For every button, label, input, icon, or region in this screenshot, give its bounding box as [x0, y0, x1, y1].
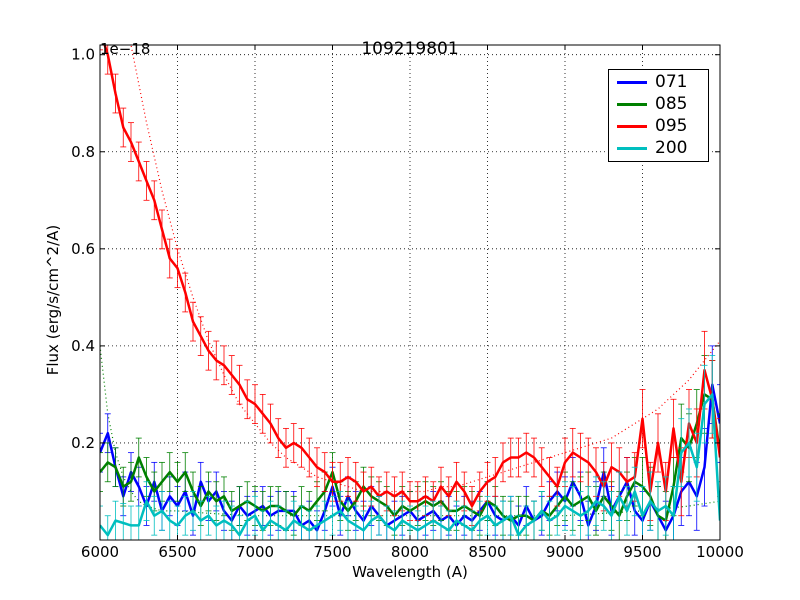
x-tick-label: 8000	[391, 543, 429, 561]
y-tick-label: 0.8	[71, 143, 95, 161]
x-axis-label: Wavelength (A)	[352, 563, 468, 581]
legend-entry-095: 095	[617, 115, 687, 137]
y-tick-label: 0.2	[71, 434, 95, 452]
legend-line-095	[617, 124, 647, 128]
x-tick-label: 9000	[546, 543, 584, 561]
legend-entry-071: 071	[617, 71, 687, 93]
data-series	[100, 45, 720, 540]
y-scale-label: 1e−18	[100, 40, 150, 58]
y-tick-label: 0.6	[71, 240, 95, 258]
x-tick-label: 7000	[236, 543, 274, 561]
y-tick-label: 0.4	[71, 337, 95, 355]
legend-label-085: 085	[655, 94, 688, 114]
legend-label-200: 200	[655, 138, 688, 158]
x-tick-label: 6500	[158, 543, 196, 561]
axis-ticks: 6000 6500 7000 7500 8000 8500 9000 9500 10000 0.2…	[71, 45, 744, 561]
x-tick-label: 6000	[81, 543, 119, 561]
x-tick-label: 10000	[696, 543, 744, 561]
x-tick-label: 8500	[468, 543, 506, 561]
legend-line-071	[617, 80, 647, 84]
legend-label-095: 095	[655, 116, 688, 136]
x-tick-label: 9500	[623, 543, 661, 561]
legend-entry-085: 085	[617, 93, 687, 115]
y-tick-label: 1.0	[71, 46, 95, 64]
legend-line-085	[617, 102, 647, 106]
legend-line-200	[617, 146, 647, 150]
y-axis-label: Flux (erg/s/cm^2/A)	[44, 225, 62, 376]
legend: 071 085 095 200	[608, 69, 709, 162]
chart-title: 109219801	[361, 39, 458, 59]
legend-label-071: 071	[655, 72, 688, 92]
legend-entry-200: 200	[617, 137, 687, 159]
series-line-095	[103, 45, 720, 508]
series-line-200	[100, 393, 720, 537]
x-tick-label: 7500	[313, 543, 351, 561]
series-200	[100, 355, 720, 540]
